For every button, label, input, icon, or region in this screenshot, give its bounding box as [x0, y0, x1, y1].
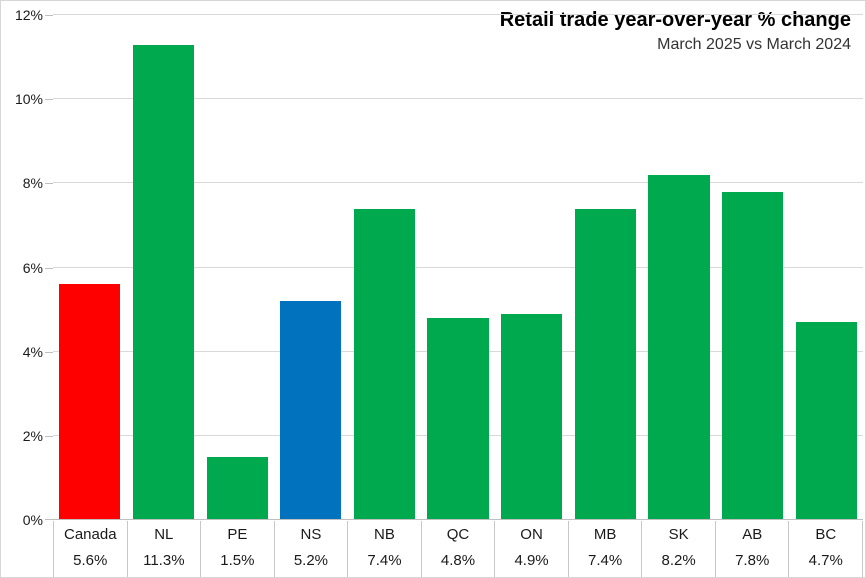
- x-label-cell-bc: BC 4.7%: [788, 521, 862, 577]
- x-label-cell-nb: NB 7.4%: [347, 521, 421, 577]
- bar-column-bc: [789, 15, 863, 520]
- plot-area: [45, 14, 863, 520]
- x-label-cell-sk: SK 8.2%: [641, 521, 715, 577]
- gridline-6%: [53, 266, 863, 268]
- category-label-nb: NB: [374, 526, 395, 543]
- y-axis-label-8%: 8%: [22, 175, 43, 192]
- y-tick-12%: [45, 15, 53, 16]
- x-label-cell-mb: MB 7.4%: [567, 521, 642, 577]
- value-label-ns: 5.2%: [293, 552, 329, 570]
- bar-nl: [132, 44, 195, 520]
- category-label-bc: BC: [815, 526, 837, 543]
- y-tick-10%: [45, 99, 53, 101]
- y-axis-label-0%: 0%: [22, 512, 43, 528]
- category-label-nl: NL: [154, 526, 174, 543]
- gridline-8%: [53, 182, 863, 184]
- value-label-bc: 4.7%: [808, 552, 843, 570]
- category-label-sk: SK: [668, 526, 689, 543]
- bar-column-qc: [421, 15, 495, 520]
- bars-row: [53, 15, 863, 520]
- x-axis-line: [45, 519, 863, 520]
- bar-nb: [353, 208, 415, 520]
- bar-column-sk: [642, 15, 716, 520]
- category-label-pe: PE: [227, 526, 248, 543]
- bar-qc: [427, 318, 489, 520]
- y-tick-4%: [45, 351, 53, 353]
- value-label-nl: 11.3%: [143, 552, 185, 570]
- bar-ns: [280, 301, 342, 520]
- gridline-12%: [53, 14, 863, 15]
- category-label-ab: AB: [742, 526, 763, 543]
- bar-column-mb: [568, 15, 642, 520]
- bar-bc: [795, 322, 857, 520]
- bar-pe: [206, 456, 268, 520]
- value-label-pe: 1.5%: [220, 552, 255, 570]
- y-tick-8%: [45, 183, 53, 185]
- y-axis-label-4%: 4%: [22, 343, 43, 360]
- bar-column-nb: [348, 15, 422, 520]
- value-label-ab: 7.8%: [735, 552, 770, 570]
- category-label-qc: QC: [446, 526, 470, 543]
- category-label-canada: Canada: [64, 526, 117, 543]
- x-label-cell-qc: QC 4.8%: [420, 521, 495, 577]
- bar-column-ns: [274, 15, 348, 520]
- value-label-on: 4.9%: [514, 552, 549, 570]
- bar-column-on: [495, 15, 569, 520]
- x-label-cell-ns: NS 5.2%: [273, 521, 348, 577]
- y-axis-label-6%: 6%: [22, 259, 43, 276]
- bar-column-canada: [53, 15, 127, 520]
- value-label-sk: 8.2%: [661, 552, 696, 570]
- bar-on: [501, 313, 563, 520]
- category-label-on: ON: [520, 526, 543, 543]
- bar-column-pe: [200, 15, 274, 520]
- value-label-mb: 7.4%: [588, 552, 623, 570]
- y-tick-6%: [45, 267, 53, 269]
- bar-column-nl: [127, 15, 201, 520]
- x-axis-labels: Canada 5.6% NL 11.3% PE 1.5% NS 5.2% NB 7.4% QC 4.8…: [53, 521, 863, 577]
- y-tick-2%: [45, 435, 53, 437]
- bar-sk: [648, 174, 710, 520]
- bar-column-ab: [716, 15, 790, 520]
- chart-subtitle: March 2025 vs March 2024: [657, 36, 851, 53]
- x-label-cell-canada: Canada 5.6%: [53, 521, 127, 577]
- bar-canada: [59, 284, 121, 520]
- y-axis-label-2%: 2%: [22, 427, 43, 444]
- y-axis-label-10%: 10%: [14, 91, 43, 108]
- x-label-cell-pe: PE 1.5%: [200, 521, 274, 577]
- value-label-canada: 5.6%: [73, 552, 108, 570]
- category-label-ns: NS: [300, 526, 322, 543]
- value-label-nb: 7.4%: [367, 552, 402, 570]
- y-axis-label-12%: 12%: [14, 7, 43, 23]
- gridline-10%: [53, 98, 863, 100]
- x-label-cell-ab: AB 7.8%: [714, 521, 789, 577]
- value-label-qc: 4.8%: [440, 552, 476, 570]
- bar-ab: [722, 191, 784, 520]
- bar-mb: [574, 208, 636, 520]
- x-label-cell-nl: NL 11.3%: [126, 521, 201, 577]
- x-label-cell-on: ON 4.9%: [494, 521, 568, 577]
- category-label-mb: MB: [593, 526, 617, 543]
